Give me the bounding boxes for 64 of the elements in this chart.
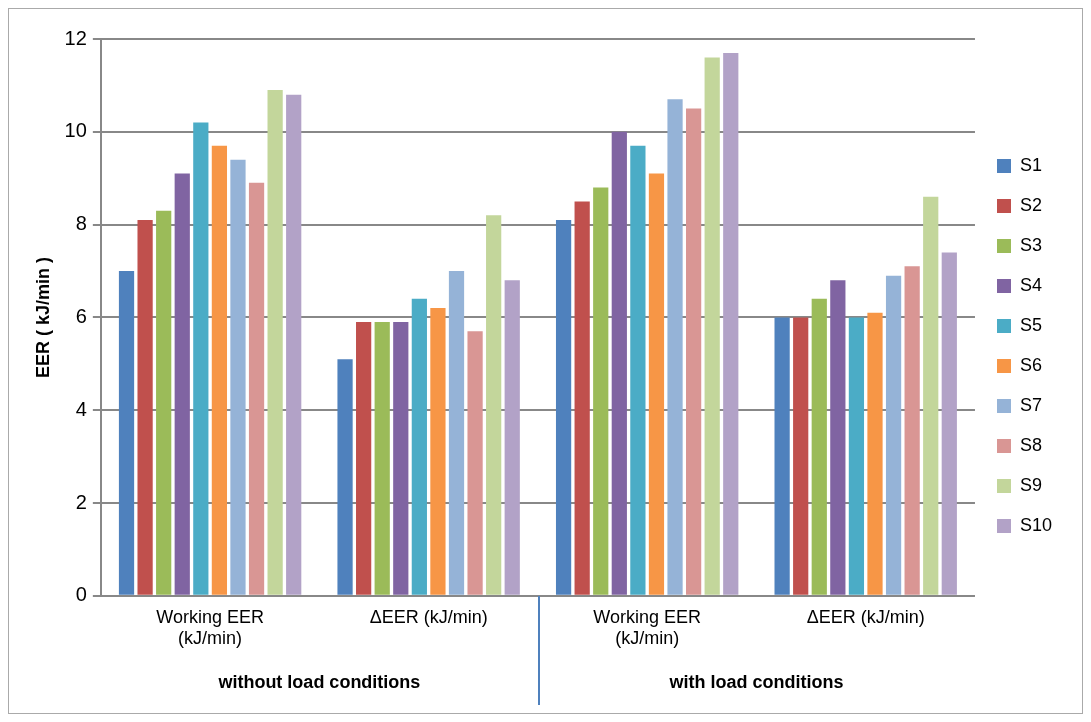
bar	[793, 317, 809, 595]
legend-label: S9	[1019, 474, 1042, 495]
bar	[286, 94, 302, 595]
bar	[411, 298, 427, 595]
bar	[555, 219, 572, 595]
bar	[156, 210, 172, 595]
y-tick-label: 6	[75, 304, 87, 327]
bar	[448, 271, 465, 595]
x-tick-label: ΔEER (kJ/min)	[369, 606, 488, 627]
bar	[356, 322, 372, 595]
legend-label: S1	[1019, 154, 1042, 175]
x-tick-label: Working EER (kJ/min)	[156, 606, 264, 649]
bar	[211, 145, 228, 595]
bar	[774, 317, 790, 595]
bar	[504, 280, 520, 595]
y-tick-label: 8	[75, 212, 87, 235]
bar	[830, 280, 846, 595]
x-tick-label: ΔEER (kJ/min)	[806, 606, 925, 627]
bar	[811, 298, 827, 595]
legend-label: S10	[1019, 514, 1052, 535]
x-tick-label: Working EER (kJ/min)	[593, 606, 702, 649]
y-tick-label: 4	[75, 397, 87, 420]
bar	[648, 173, 665, 595]
bar	[430, 308, 446, 595]
bar	[904, 266, 920, 595]
legend-label: S8	[1019, 434, 1042, 455]
bar	[574, 201, 590, 595]
bar	[267, 90, 283, 595]
bar	[467, 331, 483, 595]
y-tick-label: 2	[75, 490, 87, 513]
bar	[686, 108, 702, 595]
bar	[230, 159, 246, 595]
text: without load conditions	[217, 671, 421, 692]
legend-label: S6	[1019, 354, 1042, 375]
y-tick-label: 10	[64, 119, 87, 142]
bar	[118, 271, 135, 595]
bar	[885, 275, 902, 595]
legend-label: S2	[1019, 194, 1042, 215]
legend-label: S3	[1019, 234, 1042, 255]
bar	[667, 99, 683, 595]
bar	[704, 57, 720, 595]
bar	[193, 122, 209, 595]
bar	[393, 322, 409, 595]
bar	[848, 317, 865, 595]
y-tick-label: 12	[64, 26, 87, 49]
bar	[337, 359, 353, 595]
bar	[374, 322, 390, 595]
y-tick-label: 0	[75, 583, 87, 606]
legend-label: S7	[1019, 394, 1042, 415]
bar	[486, 215, 502, 595]
bar	[611, 131, 627, 595]
legend-label: S5	[1019, 314, 1042, 335]
bar	[174, 173, 190, 595]
text: with load conditions	[668, 671, 844, 692]
bar	[593, 187, 609, 595]
bar	[630, 145, 646, 595]
bar	[923, 196, 939, 595]
legend-label: S4	[1019, 274, 1042, 295]
y-axis-title: EER ( kJ/min )	[32, 256, 53, 378]
bar	[137, 219, 153, 595]
bar	[723, 52, 739, 595]
bar	[248, 182, 265, 595]
bar	[867, 312, 883, 595]
bar	[941, 252, 957, 595]
